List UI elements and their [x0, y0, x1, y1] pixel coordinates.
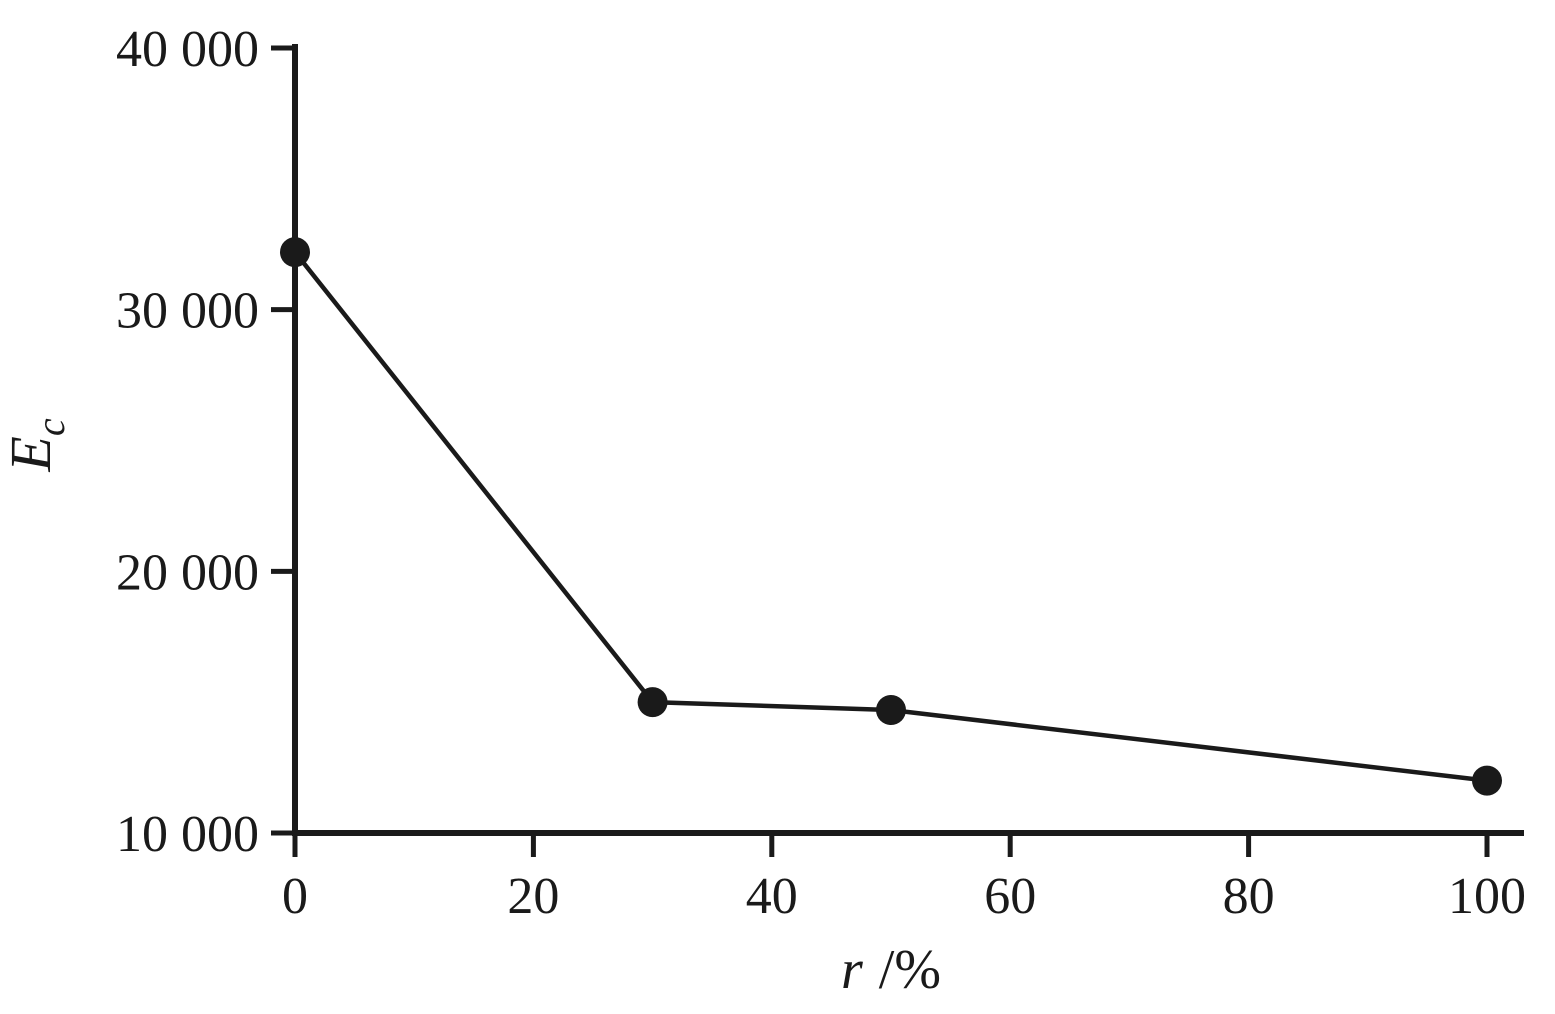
chart-plot-area: 10 000 20 000 30 000 40 000 0 20 40 60 80 100 [116, 21, 1526, 925]
data-point [280, 237, 310, 268]
data-point [637, 687, 668, 718]
x-tick-label: 60 [984, 868, 1036, 925]
data-point [876, 695, 906, 726]
x-tick-label: 80 [1223, 868, 1275, 925]
y-axis-label-subscript: c [28, 418, 73, 436]
x-tick-label: 100 [1448, 868, 1526, 925]
x-axis-label-unit: /% [879, 939, 941, 1001]
y-tick-label: 10 000 [116, 806, 259, 863]
x-tick-label: 20 [507, 868, 559, 925]
x-tick-label: 0 [282, 868, 308, 925]
data-point [1472, 765, 1502, 796]
x-tick-label: 40 [746, 868, 798, 925]
y-axis-label-main: E [0, 436, 63, 472]
data-line [293, 250, 1488, 783]
x-axis-label: r /% [841, 939, 941, 1001]
y-tick-label: 40 000 [116, 21, 259, 78]
y-tick-label: 30 000 [116, 283, 259, 340]
y-tick-label: 20 000 [116, 544, 259, 601]
x-axis-label-variable: r [841, 939, 863, 1001]
y-axis-label: Ec [0, 418, 73, 472]
